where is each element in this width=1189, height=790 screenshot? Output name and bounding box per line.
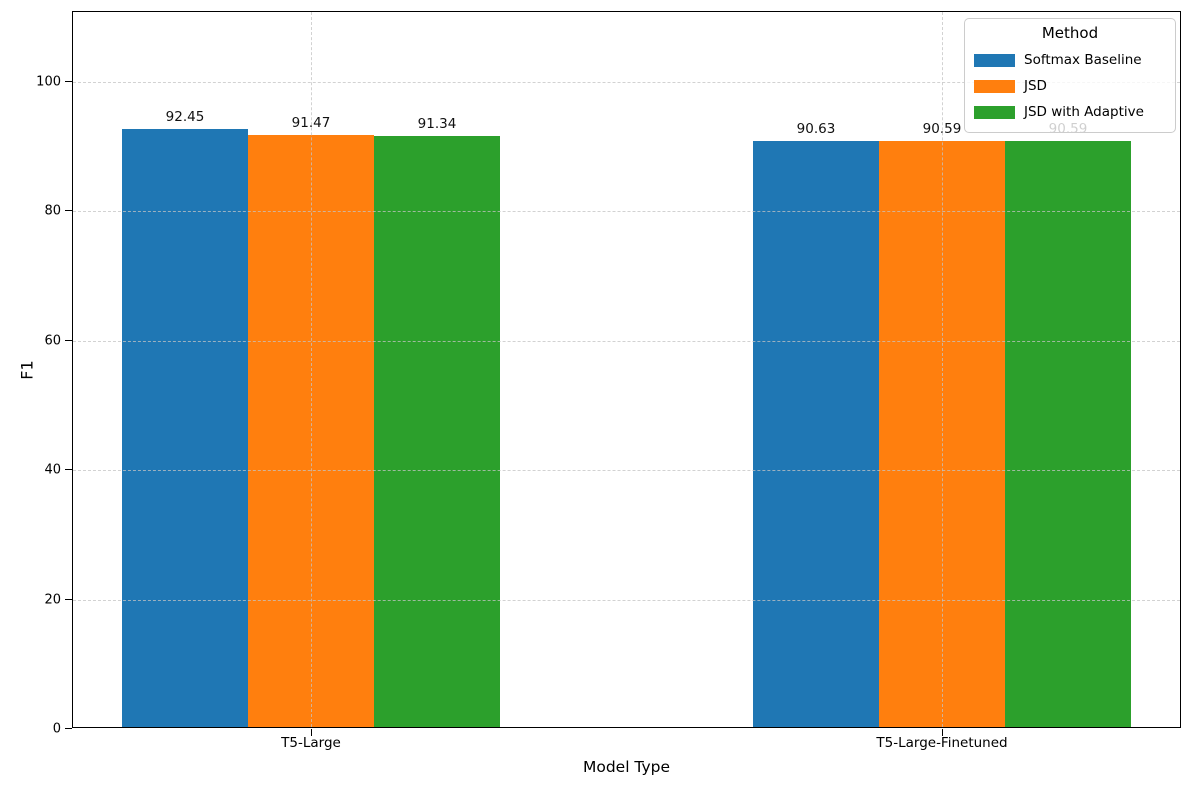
legend-swatch-icon: [974, 53, 1015, 67]
legend-swatch-icon: [974, 79, 1015, 93]
x-tick-mark: [311, 729, 312, 736]
h-gridline: [73, 599, 1180, 601]
plot-area: F1 Model Type Method Softmax Baseline JSD…: [18, 11, 1181, 776]
legend-label: JSD: [1024, 78, 1047, 94]
y-tick-label: 80: [44, 203, 61, 219]
v-gridline: [942, 12, 943, 727]
bar-value-label: 91.34: [417, 115, 457, 132]
y-tick-mark: [65, 469, 72, 471]
legend-label: Softmax Baseline: [1024, 52, 1142, 68]
y-tick-mark: [65, 210, 72, 212]
y-axis-label: F1: [17, 359, 37, 380]
y-tick-label: 100: [36, 74, 61, 90]
bar-softmax-baseline: [122, 128, 248, 727]
bar-value-label: 92.45: [165, 108, 205, 125]
y-tick-mark: [65, 339, 72, 341]
x-tick-label: T5-Large-Finetuned: [876, 735, 1008, 751]
x-tick-mark: [942, 729, 943, 736]
legend-label: JSD with Adaptive: [1024, 104, 1144, 120]
y-tick-label: 20: [44, 592, 61, 608]
h-gridline: [73, 470, 1180, 472]
x-axis-label: Model Type: [582, 758, 671, 776]
legend-title: Method: [1041, 24, 1099, 42]
y-tick-mark: [65, 598, 72, 600]
bar-jsd-with-adaptive: [1005, 140, 1131, 727]
legend: Method Softmax Baseline JSD JSD with Adapt…: [964, 18, 1176, 133]
x-tick-label: T5-Large: [281, 735, 341, 751]
bar-jsd-with-adaptive: [374, 135, 500, 727]
bar-softmax-baseline: [753, 140, 879, 727]
y-tick-label: 60: [44, 333, 61, 349]
legend-swatch-icon: [974, 105, 1015, 119]
y-tick-label: 0: [52, 721, 61, 737]
legend-item: JSD with Adaptive: [974, 99, 1166, 125]
y-tick-label: 40: [44, 462, 61, 478]
h-gridline: [73, 340, 1180, 342]
legend-items: Softmax Baseline JSD JSD with Adaptive: [974, 47, 1166, 125]
y-tick-mark: [65, 728, 72, 729]
v-gridline: [311, 12, 312, 727]
legend-item: JSD: [974, 73, 1166, 99]
bar-value-label: 90.63: [796, 120, 836, 137]
y-tick-mark: [65, 80, 72, 82]
legend-item: Softmax Baseline: [974, 47, 1166, 73]
h-gridline: [73, 81, 1180, 83]
h-gridline: [73, 211, 1180, 213]
